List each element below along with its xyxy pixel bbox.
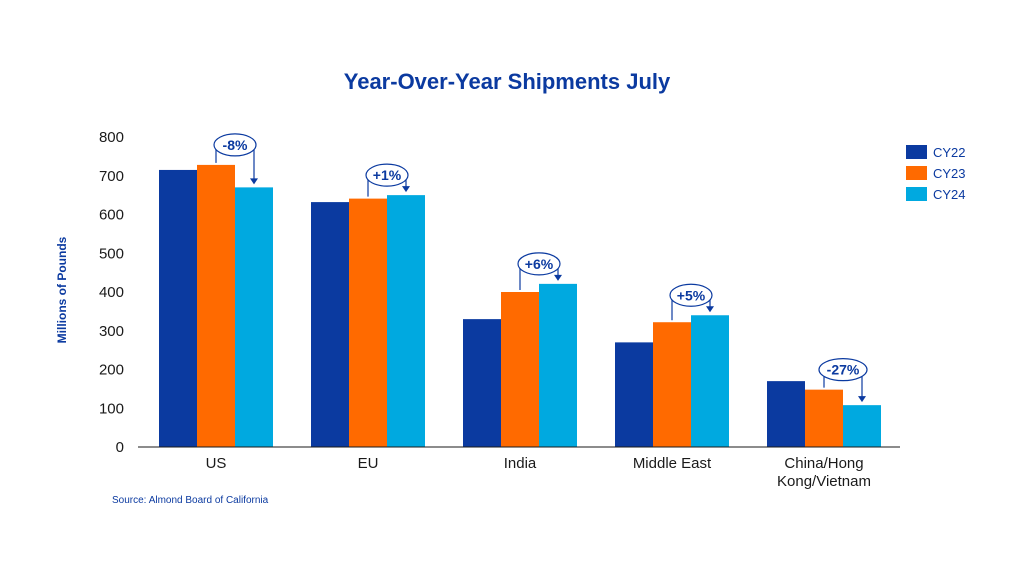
annotation-bubble: [517, 252, 561, 276]
bar-cy24: [843, 405, 881, 447]
bar-cy24: [235, 187, 273, 447]
annotation-bubble: [365, 163, 409, 187]
annotation-arrow: [858, 396, 866, 403]
x-tick-label: Middle East: [633, 455, 712, 472]
x-tick-label: Kong/Vietnam: [777, 473, 871, 490]
legend-label: CY22: [933, 145, 966, 160]
bar-cy22: [463, 319, 501, 447]
legend-swatch: [906, 166, 927, 180]
annotation-label: +6%: [525, 256, 554, 272]
chart-title: Year-Over-Year Shipments July: [344, 69, 671, 94]
legend-item-cy22: CY22: [906, 145, 966, 160]
annotation-label: +1%: [373, 167, 402, 183]
y-tick-label: 100: [99, 400, 124, 417]
annotation-arrow: [250, 178, 258, 185]
bar-cy24: [691, 315, 729, 447]
annotation-arrow: [706, 306, 714, 313]
bar-cy22: [311, 202, 349, 447]
source-note: Source: Almond Board of California: [112, 495, 269, 506]
bar-cy23: [805, 389, 843, 447]
bar-cy22: [159, 169, 197, 447]
annotation-bubble: [213, 133, 257, 157]
change-annotation: +5%: [669, 283, 714, 321]
bar-cy24: [387, 195, 425, 447]
legend-label: CY24: [933, 187, 966, 202]
change-annotation: -27%: [818, 358, 868, 403]
change-annotation: -8%: [213, 133, 258, 185]
annotation-label: -8%: [223, 137, 248, 153]
change-annotation: +1%: [365, 163, 410, 197]
bar-cy24: [539, 283, 577, 447]
annotation-label: -27%: [827, 362, 860, 378]
x-tick-label: China/Hong: [784, 455, 863, 472]
y-tick-label: 600: [99, 207, 124, 224]
legend-item-cy23: CY23: [906, 166, 966, 181]
y-tick-label: 800: [99, 129, 124, 146]
y-tick-label: 300: [99, 323, 124, 340]
bars: [159, 164, 881, 447]
y-tick-label: 400: [99, 284, 124, 301]
bar-cy23: [349, 198, 387, 447]
legend: CY22 CY23 CY24: [906, 145, 966, 202]
change-annotation: +6%: [517, 252, 562, 290]
annotations: -8% +1% +6% +5% -27%: [213, 133, 868, 403]
y-tick-label: 700: [99, 168, 124, 185]
x-tick-label: US: [206, 455, 227, 472]
annotation-bubble: [669, 283, 713, 307]
bar-cy23: [653, 322, 691, 447]
legend-swatch: [906, 145, 927, 159]
x-tick-label: EU: [358, 455, 379, 472]
y-tick-label: 200: [99, 362, 124, 379]
y-axis-label: Millions of Pounds: [55, 236, 69, 343]
bar-cy22: [767, 381, 805, 447]
annotation-arrow: [402, 186, 410, 193]
legend-swatch: [906, 187, 927, 201]
annotation-bubble: [818, 358, 868, 382]
bar-cy22: [615, 342, 653, 447]
x-axis-ticks: US EU India Middle East China/HongKong/Vietn…: [206, 455, 871, 490]
y-tick-label: 500: [99, 245, 124, 262]
bar-cy23: [501, 292, 539, 447]
legend-item-cy24: CY24: [906, 187, 966, 202]
y-axis-ticks: 0 100 200 300 400 500 600 700 800: [99, 129, 124, 456]
x-tick-label: India: [504, 455, 537, 472]
y-tick-label: 0: [116, 439, 124, 456]
annotation-label: +5%: [677, 287, 706, 303]
legend-label: CY23: [933, 166, 966, 181]
bar-cy23: [197, 164, 235, 447]
annotation-arrow: [554, 274, 562, 281]
